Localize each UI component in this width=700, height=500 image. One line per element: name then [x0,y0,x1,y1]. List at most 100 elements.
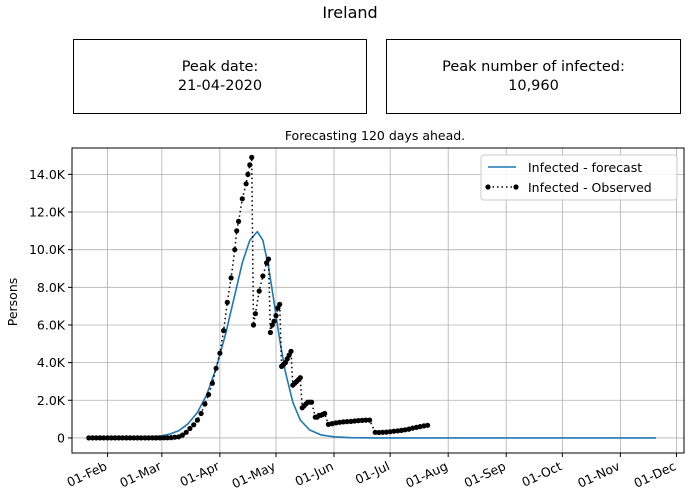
legend-forecast-label: Infected - forecast [528,160,642,175]
observed-data-point [179,432,185,438]
observed-data-point [250,322,257,328]
x-tick-label: 01-Oct [519,458,564,490]
observed-data-point [363,417,369,423]
observed-data-point [101,435,107,441]
observed-data-point [191,422,197,428]
observed-data-point [161,435,167,441]
observed-data-point [194,417,200,423]
observed-data-point [273,313,279,319]
forecast-series-line [88,230,656,439]
observed-data-point [288,348,294,354]
legend-observed-marker [485,184,491,190]
legend-observed-label: Infected - Observed [528,180,652,195]
y-axis-label: Persons [5,278,20,327]
y-tick-label: 8.0K [37,280,66,295]
observed-data-point [127,435,133,441]
observed-data-point [391,428,397,434]
peak-date-value: 21-04-2020 [177,77,263,94]
x-tick-label: 01-Jun [293,458,336,489]
observed-data-point [267,329,273,336]
x-tick-label: 01-May [229,458,278,491]
y-tick-label: 2.0K [37,393,66,408]
observed-data-point [376,429,382,436]
observed-data-point [187,425,193,432]
observed-data-point [172,434,178,440]
observed-data-point [93,435,99,441]
observed-series-line [88,157,428,439]
x-tick-label: 01-Aug [403,458,450,490]
observed-data-point [142,435,148,441]
observed-data-point [271,318,277,324]
peak-date-card: Peak date: 21-04-2020 [73,39,367,114]
peak-date-label: Peak date: [181,58,259,75]
observed-data-point [252,311,258,317]
legend: Infected - forecast Infected - Observed [480,154,678,201]
x-tick-label: 01-Sep [462,458,508,490]
peak-infected-label: Peak number of infected: [442,58,625,75]
observed-data-point [232,247,238,253]
observed-data-point [277,301,283,307]
observed-data-point [123,435,129,441]
observed-data-point [116,435,122,441]
figure-title: Ireland [322,3,378,22]
observed-data-point [425,422,431,428]
observed-data-point [198,410,204,417]
observed-data-point [146,435,152,441]
y-tick-label: 0 [57,430,65,445]
legend-observed-marker [513,184,519,190]
observed-data-point [224,299,230,305]
y-tick-label: 6.0K [37,317,66,332]
observed-data-point [108,435,114,441]
observed-data-point [90,435,96,441]
x-tick-label: 01-Apr [177,458,222,490]
observed-data-point [119,435,126,441]
observed-data-point [239,196,245,202]
observed-data-point [380,429,386,435]
observed-data-point [213,365,219,371]
x-tick-label: 01-Mar [117,458,164,491]
peak-infected-card: Peak number of infected: 10,960 [386,39,681,114]
observed-data-point [183,429,189,435]
y-tick-label: 4.0K [37,355,66,370]
observed-data-point [245,171,251,177]
observed-data-point [309,399,315,405]
observed-data-point [228,275,234,281]
observed-data-point [340,419,346,425]
observed-data-point [105,435,111,441]
observed-data-point [138,435,144,441]
observed-data-point [153,435,159,441]
plot-frame [71,147,685,454]
observed-data-point [112,435,118,441]
observed-data-point [131,435,137,441]
observed-data-point [149,435,156,441]
peak-infected-value: 10,960 [508,77,559,94]
observed-data-point [337,419,343,425]
observed-data-point [134,435,141,441]
observed-data-point [236,218,242,224]
observed-data-point [247,162,253,168]
observed-data-point [256,288,262,294]
observed-data-point [265,256,272,262]
observed-data-point [209,380,215,386]
legend-frame [480,154,678,201]
observed-data-point [221,328,227,334]
y-tick-label: 12.0K [29,205,66,220]
y-tick-label: 10.0K [29,242,66,257]
observed-data-point [372,429,378,435]
x-tick-label: 01-Feb [64,458,109,490]
observed-data-point [383,429,389,435]
observed-data-point [249,154,255,160]
x-tick-label: 01-Nov [575,458,622,491]
observed-data-point [344,419,350,425]
observed-data-point [367,417,373,423]
observed-data-point [260,273,266,279]
observed-data-point [202,401,208,407]
x-tick-label: 01-Jul [353,458,392,487]
observed-data-point [97,435,103,441]
y-tick-label: 14.0K [29,167,66,182]
observed-data-point [206,392,212,398]
chart-title: Forecasting 120 days ahead. [285,128,465,143]
x-tick-label: 01-Dec [631,458,678,490]
observed-data-point [164,435,170,441]
